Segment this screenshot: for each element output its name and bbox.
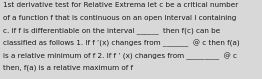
Text: then, f(a) is a relative maximum of f: then, f(a) is a relative maximum of f — [3, 65, 133, 71]
Text: of a function f that is continuous on an open Interval I containing: of a function f that is continuous on an… — [3, 15, 237, 21]
Text: 1st derivative test for Relative Extrema let c be a critical number: 1st derivative test for Relative Extrema… — [3, 2, 238, 8]
Text: classified as follows 1. If f ’(x) changes from _______  @ c then f(a): classified as follows 1. If f ’(x) chang… — [3, 40, 240, 47]
Text: c. If f is differentiable on the interval ______  then f(c) can be: c. If f is differentiable on the interva… — [3, 27, 220, 34]
Text: is a relative minimum of f 2. If f ’ (x) changes from _________  @ c: is a relative minimum of f 2. If f ’ (x)… — [3, 52, 237, 60]
